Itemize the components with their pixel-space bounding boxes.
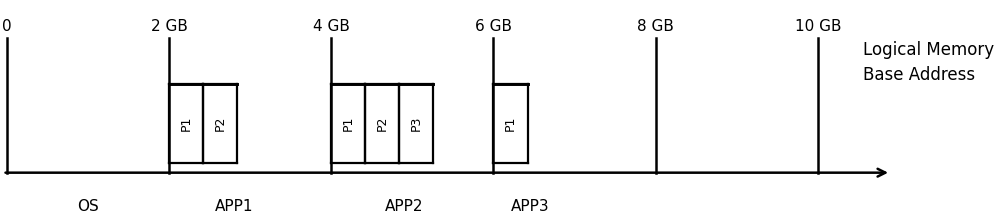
Text: P2: P2 bbox=[214, 116, 227, 131]
Text: 0: 0 bbox=[2, 19, 12, 33]
Text: APP3: APP3 bbox=[511, 199, 549, 214]
Text: 10 GB: 10 GB bbox=[795, 19, 841, 33]
Text: P2: P2 bbox=[376, 116, 389, 131]
Text: OS: OS bbox=[77, 199, 99, 214]
Text: Logical Memory
Base Address: Logical Memory Base Address bbox=[863, 41, 994, 84]
Text: P1: P1 bbox=[504, 116, 517, 131]
Text: APP1: APP1 bbox=[215, 199, 253, 214]
Text: P3: P3 bbox=[410, 116, 423, 131]
Text: 8 GB: 8 GB bbox=[637, 19, 674, 33]
Text: P1: P1 bbox=[180, 116, 193, 131]
Text: 4 GB: 4 GB bbox=[313, 19, 350, 33]
Text: APP2: APP2 bbox=[385, 199, 423, 214]
Text: P1: P1 bbox=[342, 116, 355, 131]
Text: 2 GB: 2 GB bbox=[151, 19, 187, 33]
Text: 6 GB: 6 GB bbox=[475, 19, 512, 33]
